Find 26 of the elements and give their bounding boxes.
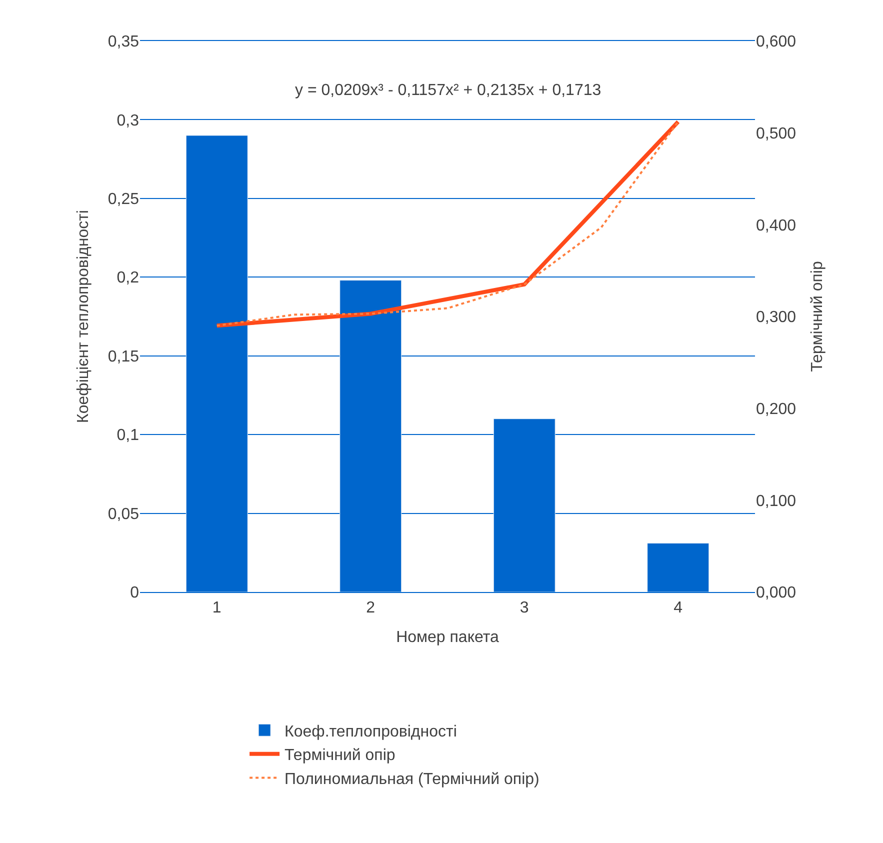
- legend-label: Коеф.теплопровідності: [284, 723, 457, 740]
- y2-tick-label: 0,600: [756, 34, 796, 51]
- legend-label: Полиномиальная (Термічний опір): [284, 770, 540, 788]
- x-tick-label: 1: [212, 599, 222, 616]
- y-tick-label: 0,2: [116, 270, 140, 287]
- y-axis-title: Коефіцієнт теплопровідності: [74, 210, 92, 423]
- y2-tick-label: 0,300: [756, 309, 796, 326]
- x-tick-label: 3: [520, 599, 529, 616]
- y-tick-label: 0,15: [108, 348, 140, 366]
- y2-tick-label: 0,100: [756, 492, 796, 510]
- y2-tick-label: 0,500: [756, 125, 796, 142]
- annotation: y = 0,0209x³ - 0,1157x² + 0,2135x + 0,1713: [295, 82, 602, 99]
- y2-tick-label: 0,000: [756, 584, 796, 602]
- y-tick-label: 0: [130, 584, 140, 602]
- legend-label: Термічний опір: [284, 747, 396, 764]
- y-tick-label: 0,35: [108, 34, 140, 51]
- x-tick-label: 4: [674, 599, 683, 616]
- y-tick-label: 0,25: [108, 191, 140, 208]
- y-tick-label: 0,05: [108, 506, 140, 523]
- y2-axis-title: Термічний опір: [808, 261, 826, 372]
- y2-tick-label: 0,200: [756, 400, 796, 418]
- y-tick-label: 0,1: [116, 427, 140, 444]
- y2-tick-label: 0,400: [756, 217, 796, 234]
- y-tick-label: 0,3: [116, 112, 140, 130]
- x-axis-title: Номер пакета: [396, 629, 500, 646]
- x-tick-label: 2: [366, 599, 376, 616]
